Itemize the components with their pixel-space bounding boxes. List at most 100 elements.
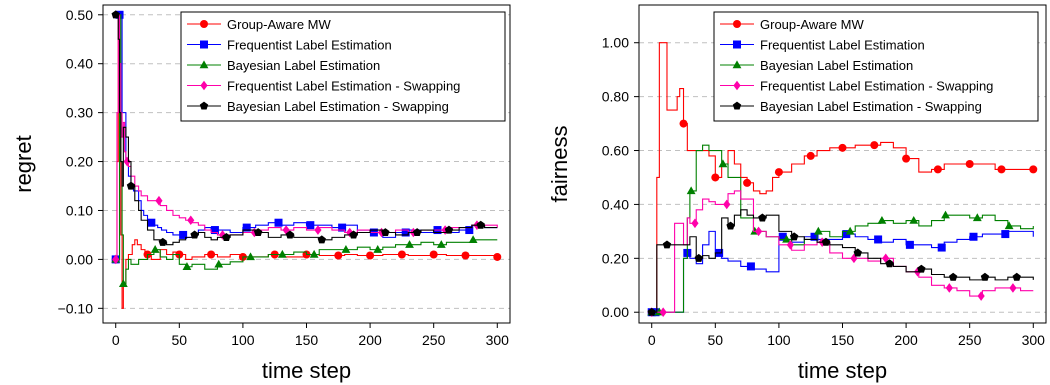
- data-point: [253, 228, 263, 237]
- series-line: [651, 230, 1034, 313]
- data-point: [853, 248, 862, 257]
- data-point: [969, 232, 978, 241]
- series-bayesian-label-estimation-swapping: [111, 10, 498, 246]
- legend-label: Frequentist Label Estimation - Swapping: [227, 79, 460, 94]
- x-tick-label: 50: [172, 332, 188, 348]
- data-point: [754, 226, 763, 237]
- y-tick-label: 0.40: [602, 196, 629, 212]
- legend-label: Bayesian Label Estimation - Swapping: [227, 99, 449, 114]
- legend-marker: [200, 20, 208, 28]
- legend-entry: Frequentist Label Estimation - Swapping: [187, 79, 460, 94]
- y-axis-label: regret: [11, 135, 36, 192]
- y-axis-label: fairness: [547, 125, 572, 202]
- data-point: [123, 156, 131, 167]
- data-point: [111, 10, 120, 19]
- data-point: [782, 234, 791, 243]
- data-point: [214, 259, 224, 268]
- legend-label: Group-Aware MW: [227, 17, 332, 32]
- x-tick-label: 200: [358, 332, 382, 348]
- data-point: [874, 235, 883, 244]
- y-tick-label: 0.50: [66, 7, 93, 23]
- data-point: [155, 195, 163, 206]
- data-point: [349, 230, 358, 239]
- data-point: [309, 249, 319, 258]
- y-tick-label: 0.80: [602, 89, 629, 105]
- x-tick-label: 0: [648, 332, 656, 348]
- legend-entry: Group-Aware MW: [187, 17, 332, 32]
- data-point: [274, 218, 283, 227]
- data-point: [285, 230, 295, 239]
- legend-marker: [732, 101, 742, 110]
- legend-label: Bayesian Label Estimation - Swapping: [760, 99, 982, 114]
- legend: Group-Aware MW Frequentist Label Estimati…: [180, 11, 506, 122]
- legend-marker: [200, 40, 208, 49]
- series-bayesian-label-estimation-swapping: [647, 209, 1034, 316]
- data-point: [882, 253, 890, 264]
- series-line: [651, 209, 1034, 313]
- regret-chart: −0.10 0.00 0.10 0.20 0.30 0.40 0.50 0 50 100 150 20…: [11, 4, 511, 383]
- series-bayesian-label-estimation: [111, 14, 498, 288]
- y-tick-label: 0.30: [66, 105, 93, 121]
- data-point: [948, 272, 958, 281]
- data-point: [694, 253, 703, 262]
- data-point: [806, 151, 815, 160]
- data-point: [659, 307, 667, 318]
- data-point: [885, 259, 894, 268]
- legend-marker: [733, 20, 741, 28]
- data-point: [1009, 283, 1017, 293]
- legend-label: Bayesian Label Estimation: [227, 58, 380, 73]
- data-point: [933, 165, 942, 174]
- data-point: [945, 283, 953, 293]
- legend-entry: Frequentist Label Estimation: [187, 38, 392, 53]
- legend-marker: [199, 60, 209, 69]
- series-line: [115, 14, 498, 285]
- x-tick-label: 250: [958, 332, 982, 348]
- series-bayesian-label-estimation: [647, 144, 1034, 316]
- data-point: [441, 225, 449, 235]
- y-tick-label: 0.40: [66, 56, 93, 72]
- data-point: [726, 221, 735, 230]
- data-point: [147, 218, 156, 227]
- data-point: [493, 252, 502, 261]
- data-point: [222, 232, 231, 241]
- data-point: [381, 228, 390, 237]
- y-tick-label: −0.10: [58, 300, 94, 316]
- legend-marker: [199, 101, 209, 110]
- x-axis-label: time step: [262, 358, 351, 383]
- data-point: [1004, 221, 1014, 230]
- legend-label: Group-Aware MW: [760, 17, 865, 32]
- data-point: [917, 264, 926, 273]
- legend-entry: Frequentist Label Estimation - Swapping: [720, 79, 993, 94]
- legend-entry: Bayesian Label Estimation - Swapping: [720, 99, 982, 114]
- x-tick-label: 300: [486, 332, 510, 348]
- data-point: [436, 240, 446, 248]
- data-point: [723, 199, 731, 210]
- series-group-aware-mw: [647, 42, 1038, 317]
- x-tick-label: 150: [831, 332, 855, 348]
- data-point: [317, 235, 326, 244]
- data-point: [786, 240, 794, 250]
- data-point: [965, 160, 974, 168]
- data-point: [718, 159, 728, 168]
- data-point: [821, 237, 831, 246]
- data-point: [246, 252, 255, 261]
- legend-label: Frequentist Label Estimation - Swapping: [760, 79, 993, 94]
- legend-entry: Bayesian Label Estimation: [187, 58, 380, 73]
- data-point: [377, 227, 386, 238]
- data-point: [686, 186, 696, 195]
- legend-marker: [733, 40, 741, 49]
- y-tick-label: 0.00: [66, 251, 93, 267]
- data-point: [997, 165, 1006, 174]
- data-point: [902, 154, 911, 163]
- data-point: [277, 249, 287, 258]
- fairness-chart: 0.00 0.20 0.40 0.60 0.80 1.00 0 50 100 150 200 250 3…: [547, 4, 1047, 383]
- data-point: [691, 218, 699, 229]
- legend-marker: [733, 80, 741, 91]
- data-point: [158, 237, 167, 246]
- data-point: [282, 225, 290, 235]
- series-line: [651, 42, 1034, 313]
- data-point: [207, 250, 216, 259]
- data-point: [346, 227, 354, 238]
- data-point: [774, 168, 783, 177]
